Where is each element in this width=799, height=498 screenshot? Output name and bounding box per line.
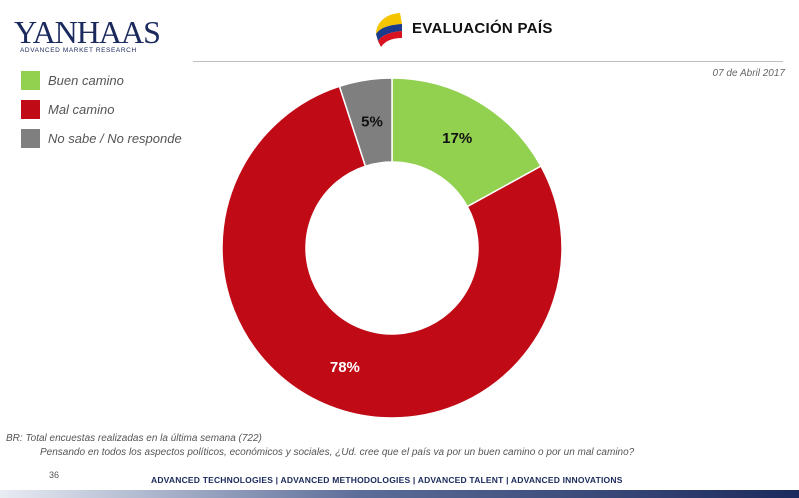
legend-item-buen-camino: Buen camino	[21, 66, 182, 95]
colombia-flag-icon	[376, 13, 402, 47]
flag-red-stripe	[378, 31, 402, 47]
flag-blue-stripe	[376, 24, 402, 41]
legend-label: No sabe / No responde	[48, 131, 182, 146]
footer-tagline: ADVANCED TECHNOLOGIES | ADVANCED METHODO…	[151, 475, 623, 485]
title-divider	[193, 61, 783, 62]
logo-wordmark: YANHAAS	[14, 14, 161, 50]
legend-item-mal-camino: Mal camino	[21, 95, 182, 124]
slice-value-label: 78%	[330, 359, 360, 376]
donut-slice-mal-camino	[221, 85, 563, 419]
legend-swatch	[21, 71, 40, 90]
legend-item-no-sabe: No sabe / No responde	[21, 124, 182, 153]
page-number: 36	[49, 470, 60, 480]
legend-swatch	[21, 100, 40, 119]
base-note: BR: Total encuestas realizadas en la últ…	[6, 433, 262, 444]
page-title: EVALUACIÓN PAÍS	[412, 20, 553, 37]
page-date: 07 de Abril 2017	[712, 68, 785, 79]
donut-slice-buen-camino	[391, 77, 542, 208]
donut-slice-no-sabe	[338, 77, 393, 168]
legend-label: Mal camino	[48, 102, 115, 117]
legend-swatch	[21, 129, 40, 148]
chart-legend: Buen camino Mal camino No sabe / No resp…	[21, 66, 182, 153]
legend-label: Buen camino	[48, 73, 124, 88]
logo-subtitle: ADVANCED MARKET RESEARCH	[20, 47, 137, 54]
survey-question: Pensando en todos los aspectos políticos…	[40, 447, 635, 458]
slice-value-label: 5%	[361, 114, 383, 131]
yanhaas-logo: YANHAAS ADVANCED MARKET RESEARCH	[14, 16, 161, 58]
slice-value-label: 17%	[442, 130, 472, 147]
flag-yellow-stripe	[376, 13, 402, 34]
footer-bar	[0, 490, 799, 498]
